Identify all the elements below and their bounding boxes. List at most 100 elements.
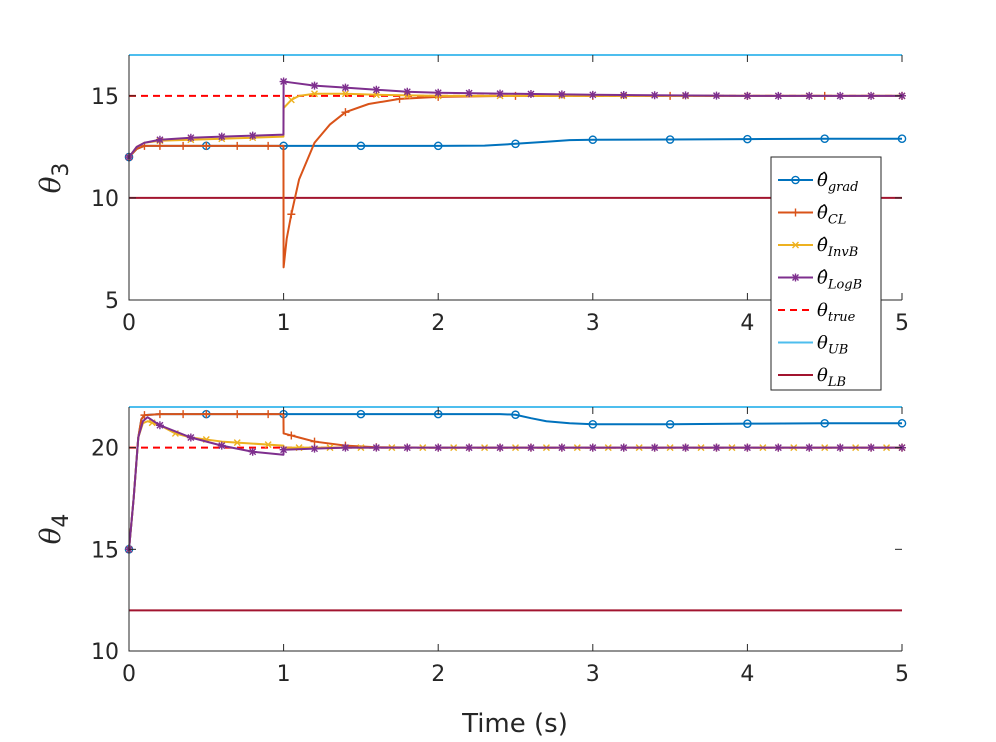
x-tick-label: 5 xyxy=(895,311,909,336)
x-tick-label: 3 xyxy=(586,311,600,336)
marker-CL-2 xyxy=(155,410,164,419)
x-tick-label: 1 xyxy=(277,662,291,687)
panel-theta4: 0 1 2 3 4 5 10 15 20 θ4 Time (s) xyxy=(34,406,909,739)
marker-grad-3 xyxy=(356,141,366,151)
marker-CL-3 xyxy=(179,141,188,150)
marker-LogB-9 xyxy=(403,443,412,452)
marker-CL-4 xyxy=(202,141,211,150)
y-tick-label: 5 xyxy=(105,289,119,314)
marker-LogB-15 xyxy=(588,443,597,452)
marker-LogB-2 xyxy=(186,133,195,142)
marker-LogB-12 xyxy=(496,89,505,98)
x-tick-label: 2 xyxy=(431,311,445,336)
marker-LogB-1 xyxy=(155,135,164,144)
marker-LogB-21 xyxy=(774,91,783,100)
marker-grad-9 xyxy=(820,134,830,144)
marker-LogB-11 xyxy=(465,443,474,452)
legend-label-LB: θLB xyxy=(817,365,846,390)
marker-grad-7 xyxy=(665,135,675,144)
marker-CL-1 xyxy=(140,411,149,420)
marker-LogB-15 xyxy=(588,90,597,99)
legend-entry-LB: θLB xyxy=(778,365,846,390)
marker-LogB-4 xyxy=(248,131,257,140)
marker-LogB-22 xyxy=(805,91,814,100)
marker-CL-7 xyxy=(287,431,296,440)
x-tick-label: 0 xyxy=(122,311,136,336)
series-LogB xyxy=(125,416,906,554)
marker-LogB-23 xyxy=(836,91,845,100)
marker-InvB-4 xyxy=(233,439,241,447)
marker-grad-5 xyxy=(511,139,520,149)
marker-CL-4 xyxy=(202,410,211,419)
marker-LogB-7 xyxy=(341,443,350,452)
marker-LogB-17 xyxy=(650,443,659,452)
legend-entry-UB: θUB xyxy=(778,333,848,358)
legend-label-CL: θ̂CL xyxy=(817,203,846,228)
line-LogB xyxy=(128,416,902,550)
marker-LogB-13 xyxy=(526,443,535,452)
marker-LogB-16 xyxy=(619,91,628,100)
y-tick-label: 10 xyxy=(91,640,119,665)
marker-InvB-5 xyxy=(287,96,295,104)
marker-LogB-6 xyxy=(310,444,319,453)
marker-grad-9 xyxy=(820,418,830,428)
marker-LogB-3 xyxy=(217,132,226,141)
marker-LogB-7 xyxy=(341,83,350,92)
marker-LogB-21 xyxy=(774,443,783,452)
legend-label-true: θtrue xyxy=(817,300,856,325)
marker-CL-5 xyxy=(233,141,242,150)
marker-LogB-3 xyxy=(217,441,226,450)
marker-grad-6 xyxy=(588,419,598,429)
marker-LogB-13 xyxy=(526,89,535,98)
marker-grad-10 xyxy=(897,134,907,144)
marker-grad-4 xyxy=(433,141,443,151)
marker-LogB-16 xyxy=(619,443,628,452)
legend-label-UB: θUB xyxy=(817,333,848,358)
marker-CL-8 xyxy=(310,437,319,446)
y-axis-label-theta3: θ3 xyxy=(34,163,74,194)
marker-LogB-24 xyxy=(867,91,876,100)
marker-LogB-8 xyxy=(372,85,381,94)
y-axis-label-theta4: θ4 xyxy=(34,514,74,545)
y-tick-label: 15 xyxy=(91,85,119,110)
marker-grad-6 xyxy=(588,135,598,145)
marker-LogB-19 xyxy=(712,443,721,452)
marker-LogB-18 xyxy=(681,443,690,452)
marker-grad-10 xyxy=(897,418,907,428)
marker-LogB-4 xyxy=(248,447,257,456)
marker-LogB-22 xyxy=(805,443,814,452)
marker-LogB-19 xyxy=(712,91,721,100)
legend-entry-true: θtrue xyxy=(778,300,856,325)
marker-grad-8 xyxy=(743,419,752,428)
legend-label-grad: θ̂grad xyxy=(817,170,858,195)
marker-CL-7 xyxy=(287,210,296,219)
x-tick-label: 4 xyxy=(740,662,754,687)
y-tick-label: 10 xyxy=(91,187,119,212)
marker-CL-6 xyxy=(264,410,273,419)
legend-marker-grad xyxy=(791,175,800,185)
marker-LogB-12 xyxy=(496,443,505,452)
legend-entry-LogB: θ̂LogB xyxy=(778,268,862,293)
marker-InvB-7 xyxy=(341,90,349,98)
marker-InvB-6 xyxy=(311,90,319,98)
marker-CL-9 xyxy=(395,94,404,103)
marker-CL-5 xyxy=(233,410,242,419)
legend-marker-CL xyxy=(791,208,800,217)
marker-LogB-18 xyxy=(681,91,690,100)
x-tick-label: 1 xyxy=(277,311,291,336)
legend-entry-CL: θ̂CL xyxy=(778,203,846,228)
legend-entry-InvB: θ̂InvB xyxy=(778,235,858,260)
legend-marker-InvB xyxy=(792,241,799,249)
marker-LogB-5 xyxy=(279,77,288,86)
marker-LogB-20 xyxy=(743,91,752,100)
marker-LogB-8 xyxy=(372,443,381,452)
marker-CL-6 xyxy=(264,141,273,150)
legend-marker-LogB xyxy=(791,273,800,282)
marker-LogB-14 xyxy=(557,90,566,99)
marker-LogB-14 xyxy=(557,443,566,452)
marker-InvB-8 xyxy=(372,91,380,99)
x-tick-label: 0 xyxy=(122,662,136,687)
marker-LogB-10 xyxy=(434,88,443,97)
x-axis-label: Time (s) xyxy=(461,709,568,739)
